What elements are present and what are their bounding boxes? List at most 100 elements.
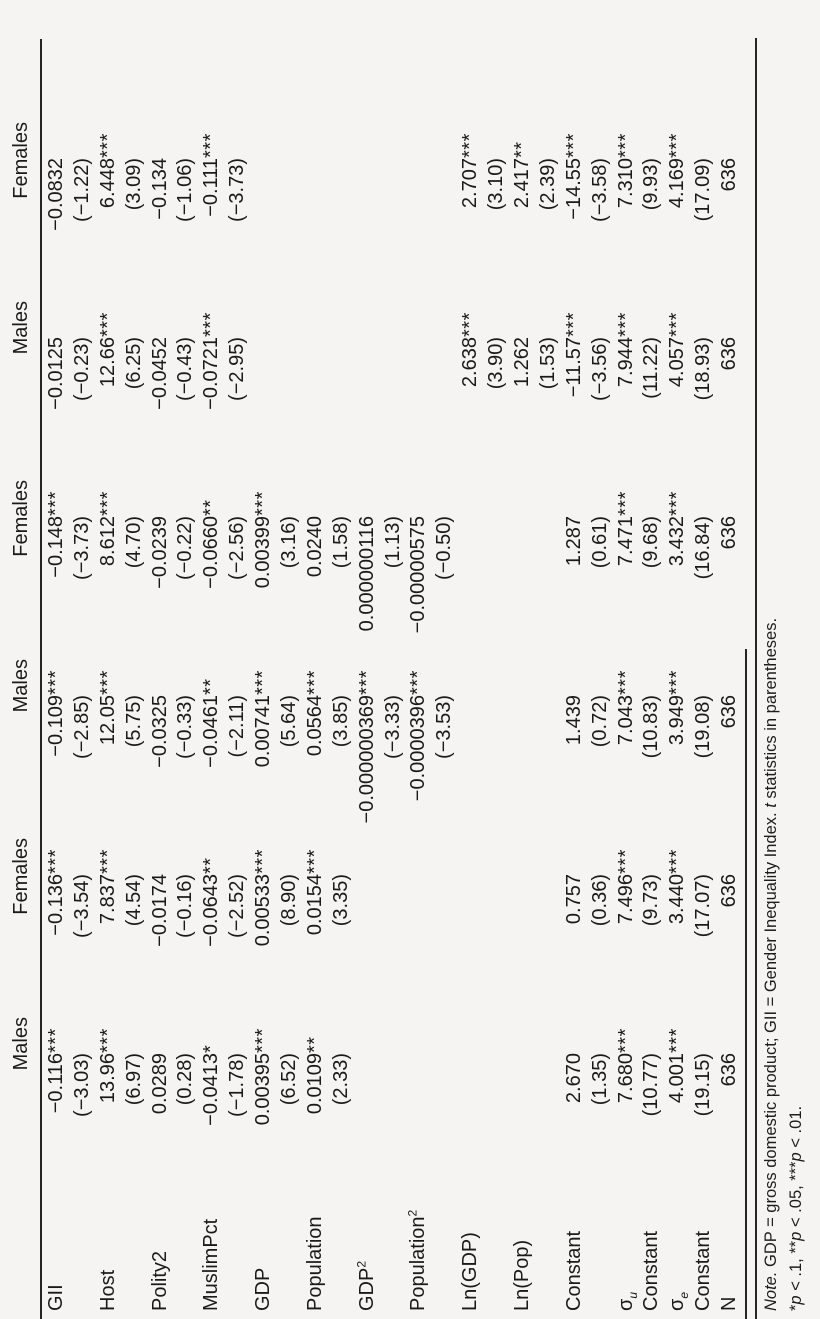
significance-stars: *** — [355, 670, 378, 695]
significance-stars: *** — [96, 312, 119, 337]
table-cell: 12.66 *** — [96, 299, 122, 478]
row-label — [225, 1194, 251, 1319]
table-cell: (5.75) — [122, 657, 148, 836]
table-cell: −0.0239 — [148, 478, 174, 657]
table-cell: (−3.73) — [225, 120, 251, 299]
column-header-males-1: Males — [10, 1017, 32, 1071]
table-cell: 636 — [717, 657, 743, 836]
table-cell — [432, 299, 458, 478]
table-cell: (0.28) — [173, 1015, 199, 1194]
table-cell: 636 — [717, 299, 743, 478]
table-cell: −0.134 — [148, 120, 174, 299]
significance-stars: *** — [303, 849, 326, 874]
table-row: (−3.33) (1.13) — [381, 120, 407, 1319]
table-cell: (17.09) — [691, 120, 717, 299]
table-cell: (−2.56) — [225, 478, 251, 657]
table-cell: 0.0564 *** — [303, 657, 329, 836]
table-cell — [536, 1015, 562, 1194]
table-cell: 8.612 *** — [96, 478, 122, 657]
cell-value: (−1.06) — [174, 158, 197, 222]
cell-value: (3.10) — [485, 158, 508, 211]
cell-value: −0.0413 — [200, 1053, 223, 1126]
table-cell: −0.0325 — [148, 657, 174, 836]
table-cell: 4.169 *** — [665, 120, 691, 299]
cell-value: −0.0452 — [148, 337, 171, 410]
cell-value: (−3.03) — [70, 1053, 93, 1117]
cell-value: (−0.33) — [174, 695, 197, 759]
significance-stars: *** — [614, 1028, 637, 1053]
cell-value: (−2.95) — [226, 337, 249, 401]
table-cell: (−2.85) — [70, 657, 96, 836]
significance-stars: *** — [666, 849, 689, 874]
cell-value: 7.310 — [614, 158, 637, 209]
row-label — [432, 1194, 458, 1319]
cell-value: −0.109 — [45, 695, 67, 757]
cell-value: 0.757 — [562, 874, 585, 925]
table-cell: 2.417 ** — [510, 120, 536, 299]
table-note: Note. GDP = gross domestic product; GII … — [759, 618, 809, 1311]
significance-stars: *** — [614, 312, 637, 337]
cell-value: (0.28) — [174, 1053, 197, 1106]
cell-value: (3.85) — [329, 695, 352, 748]
cell-value: 0.00741 — [252, 695, 275, 768]
cell-value: (10.83) — [640, 695, 663, 759]
cell-value: (5.75) — [122, 695, 145, 748]
table-cell: (19.15) — [691, 1015, 717, 1194]
table-cell: (9.73) — [639, 836, 665, 1015]
table-cell: (1.35) — [588, 1015, 614, 1194]
row-label: Ln(GDP) — [459, 1232, 482, 1311]
table-row: Polity2 0.0289 −0.0174 −0.0325 −0.0239 −0.045… — [148, 120, 174, 1319]
table-header-row: Males Females Males Females Males Female… — [4, 120, 38, 1319]
significance-stars: *** — [200, 312, 223, 337]
table-cell — [432, 836, 458, 1015]
cell-value: (−3.73) — [70, 516, 93, 580]
table-cell: −0.0643 ** — [199, 836, 225, 1015]
cell-value: 3.432 — [666, 516, 689, 567]
table-cell: (−0.16) — [173, 836, 199, 1015]
table-cell: (10.83) — [639, 657, 665, 836]
significance-stars: *** — [45, 849, 67, 874]
row-label: Population — [303, 1216, 326, 1311]
cell-value: 6.448 — [96, 158, 119, 209]
table-cell: 13.96 *** — [96, 1015, 122, 1194]
table-cell — [329, 299, 355, 478]
cell-value: −0.0000396 — [407, 695, 430, 802]
table-cell: 12.05 *** — [96, 657, 122, 836]
table-cell: (9.68) — [639, 478, 665, 657]
cell-value: −0.0461 — [200, 695, 223, 768]
row-label — [484, 1194, 510, 1319]
cell-value: (16.84) — [692, 516, 715, 580]
cell-value: 636 — [718, 874, 741, 908]
cell-value: 0.0154 — [303, 874, 326, 936]
table-cell: 0.0154 *** — [303, 836, 329, 1015]
table-cell: 6.448 *** — [96, 120, 122, 299]
table-cell: (17.07) — [691, 836, 717, 1015]
cell-value: (−2.52) — [226, 874, 249, 938]
table-cell: 7.837 *** — [96, 836, 122, 1015]
cell-value: 2.670 — [562, 1053, 585, 1104]
cell-value: (10.77) — [640, 1053, 663, 1117]
cell-value: 7.496 — [614, 874, 637, 925]
table-cell — [458, 1015, 484, 1194]
cell-value: 1.439 — [562, 695, 585, 746]
cell-value: 7.837 — [96, 874, 119, 925]
cell-value: 13.96 — [96, 1053, 119, 1104]
cell-value: 4.169 — [666, 158, 689, 209]
table-row: MuslimPct −0.0413 * −0.0643 ** −0.0461 ** −0.06… — [199, 120, 225, 1319]
cell-value: (−3.33) — [381, 695, 404, 759]
table-cell — [303, 299, 329, 478]
table-cell: 7.944 *** — [614, 299, 640, 478]
table-cell: 7.471 *** — [614, 478, 640, 657]
cell-value: (1.13) — [381, 516, 404, 569]
cell-value: −0.0174 — [148, 874, 171, 947]
table-cell: −0.0461 ** — [199, 657, 225, 836]
cell-value: (−2.85) — [70, 695, 93, 759]
table-cell: −0.0832 — [44, 120, 70, 299]
table-cell: 0.00533 *** — [251, 836, 277, 1015]
table-row: (2.33) (3.35) (3.85) (1.58) — [329, 120, 355, 1319]
table-row: (6.52) (8.90) (5.64) (3.16) — [277, 120, 303, 1319]
cell-value: 3.949 — [666, 695, 689, 746]
significance-stars: *** — [459, 133, 482, 158]
table-row: (−3.03) (−3.54) (−2.85) (−3.73) (−0.23) (−1.2… — [70, 120, 96, 1319]
